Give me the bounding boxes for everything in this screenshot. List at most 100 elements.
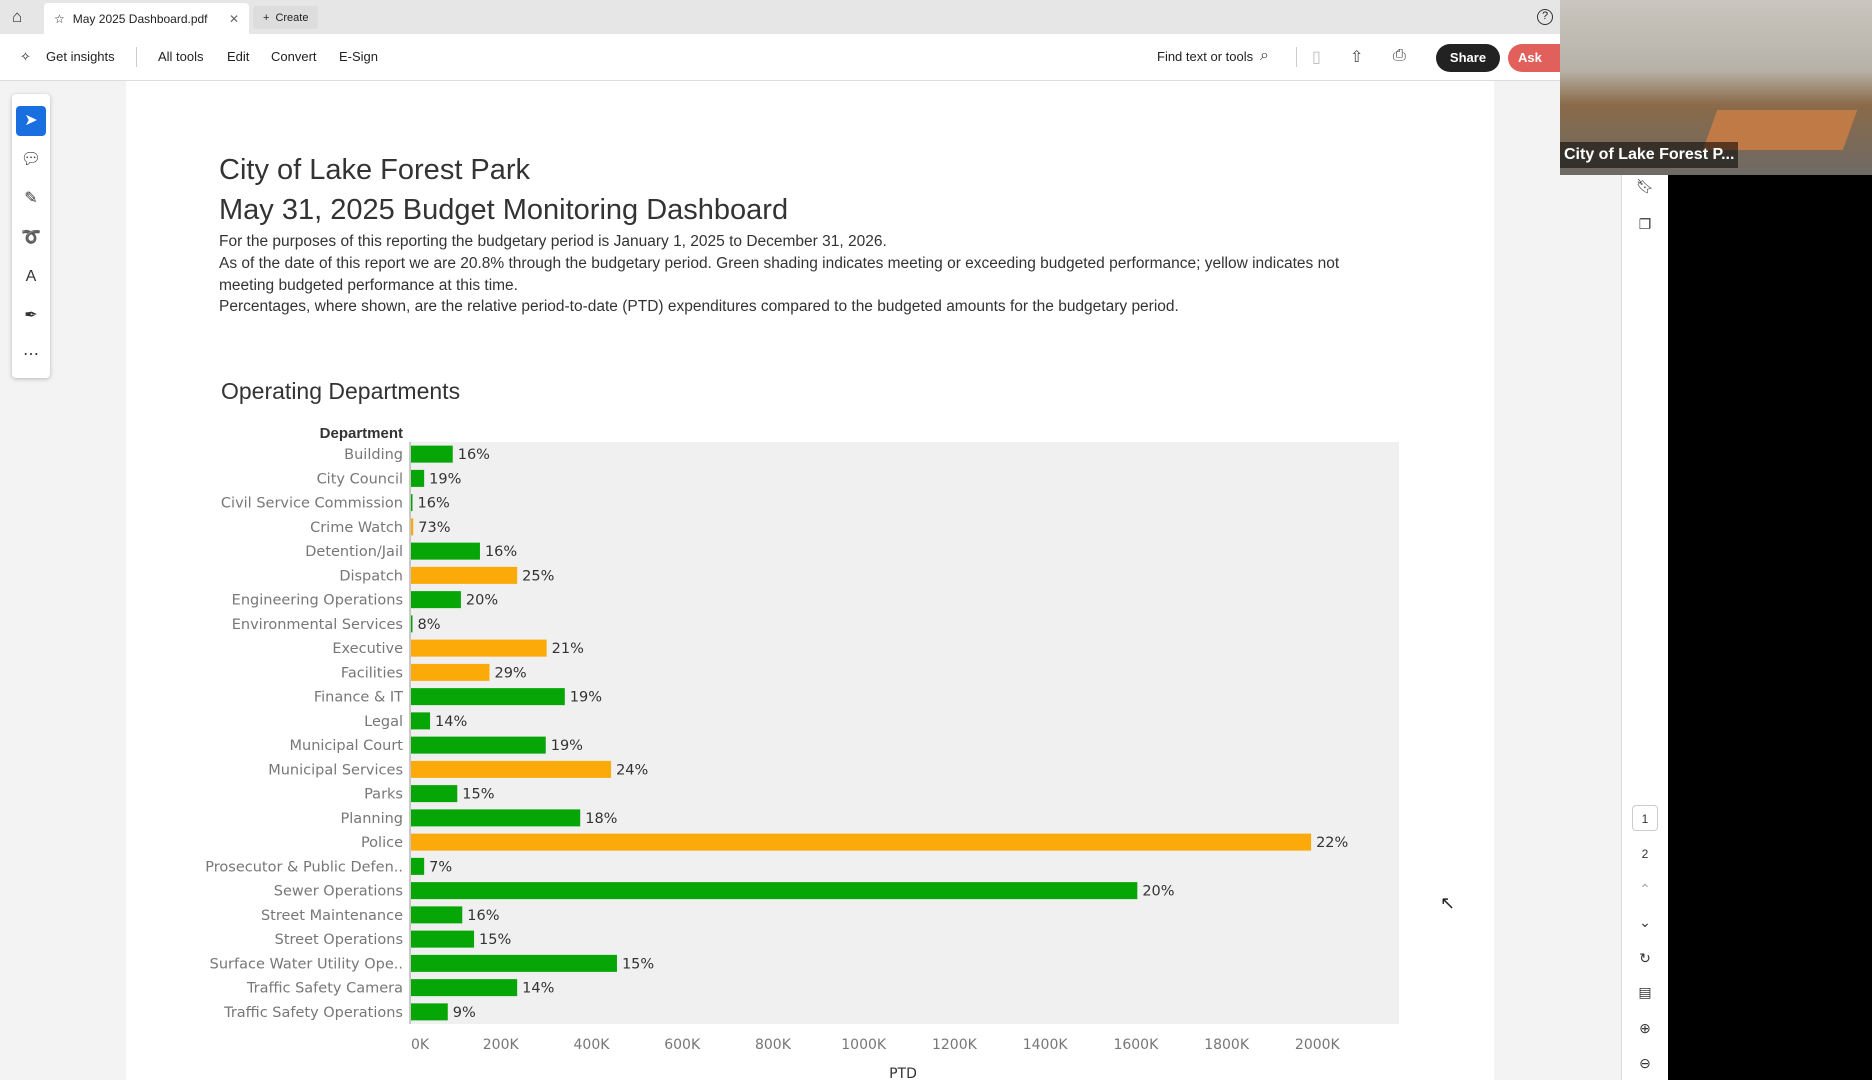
bar (411, 518, 414, 536)
page-1-button[interactable]: 1 (1632, 805, 1658, 831)
category-label: Civil Service Commission (221, 496, 403, 512)
data-label: 73% (418, 520, 450, 536)
all-tools-button[interactable]: All tools (158, 49, 204, 64)
find-input[interactable]: Find text or tools (1157, 49, 1254, 64)
x-tick-label: 600K (664, 1037, 701, 1053)
bar (411, 833, 1312, 851)
data-label: 19% (429, 471, 461, 487)
category-label: Municipal Court (290, 738, 404, 754)
sign-tool-icon[interactable]: ✒ (24, 307, 38, 324)
pages-icon[interactable]: ❐ (1638, 216, 1652, 232)
print-icon[interactable]: ⎙ (1393, 47, 1406, 64)
bar (411, 615, 413, 633)
category-label: Planning (341, 811, 403, 827)
more-tools-icon[interactable]: ⋯ (23, 346, 39, 363)
data-label: 25% (522, 568, 554, 584)
home-icon[interactable]: ⌂ (12, 7, 23, 26)
zoom-out-icon[interactable]: ⊖ (1639, 1055, 1651, 1071)
search-icon[interactable]: ⌕ (1260, 47, 1269, 64)
x-tick-label: 1600K (1113, 1037, 1159, 1053)
x-tick-label: 800K (755, 1037, 792, 1053)
bar (411, 785, 458, 803)
x-tick-label: 0K (411, 1037, 430, 1053)
save-icon[interactable]: ▯ (1312, 49, 1321, 66)
data-label: 20% (466, 593, 498, 609)
zoom-in-icon[interactable]: ⊕ (1639, 1020, 1651, 1036)
rotate-icon[interactable]: ↻ (1639, 950, 1651, 966)
get-insights-button[interactable]: Get insights (46, 49, 115, 64)
data-label: 16% (485, 544, 517, 560)
black-area (1668, 175, 1872, 1080)
text-tool-icon[interactable]: A (25, 268, 37, 285)
insights-icon: ✧ (20, 49, 31, 64)
doc-paragraph: For the purposes of this reporting the b… (219, 233, 887, 250)
bar (411, 857, 425, 875)
chevron-up-icon[interactable]: ⌃ (1639, 881, 1651, 897)
data-label: 7% (429, 859, 452, 875)
help-icon[interactable]: ? (1537, 9, 1553, 25)
data-label: 16% (418, 496, 450, 512)
x-axis-title: PTD (889, 1066, 917, 1080)
edit-button[interactable]: Edit (227, 49, 250, 64)
divider (136, 47, 137, 67)
category-label: Surface Water Utility Ope.. (210, 956, 403, 972)
comment-tool-icon[interactable]: 💬︎ (20, 151, 42, 168)
bar (411, 469, 425, 487)
category-label: Finance & IT (314, 690, 403, 706)
category-label: Building (344, 447, 403, 463)
x-tick-label: 1200K (932, 1037, 978, 1053)
plus-icon: + (263, 11, 270, 24)
highlight-tool-icon[interactable]: ✎ (24, 190, 38, 207)
bar (411, 639, 547, 657)
video-feed: City of Lake Forest P... (1560, 0, 1872, 175)
category-label: Crime Watch (310, 520, 403, 536)
divider (1296, 47, 1297, 67)
video-caption: City of Lake Forest P... (1560, 142, 1739, 168)
category-label: Street Maintenance (261, 908, 403, 924)
plot-area (410, 442, 1399, 1024)
tab-title: May 2025 Dashboard.pdf (72, 11, 208, 26)
page-2-button[interactable]: 2 (1641, 847, 1649, 861)
share-button[interactable]: Share (1436, 44, 1500, 72)
convert-button[interactable]: Convert (271, 49, 317, 64)
data-label: 20% (1142, 884, 1174, 900)
close-tab-icon[interactable]: ✕ (228, 11, 239, 26)
bookmark-icon[interactable]: 🔖︎ (1636, 178, 1654, 194)
bar (411, 930, 475, 948)
draw-tool-icon[interactable]: ➰ (21, 229, 41, 246)
category-label: City Council (317, 471, 403, 487)
data-label: 15% (622, 956, 654, 972)
category-label: Executive (332, 641, 403, 657)
create-button[interactable]: + Create (253, 6, 319, 29)
category-label: Prosecutor & Public Defen.. (205, 859, 403, 875)
category-label: Engineering Operations (232, 593, 403, 609)
bar (411, 712, 431, 730)
category-label: Legal (364, 714, 403, 730)
select-tool-icon[interactable]: ➤ (16, 106, 46, 136)
bar (411, 809, 581, 827)
data-label: 14% (435, 714, 467, 730)
bar (411, 688, 565, 706)
category-label: Environmental Services (232, 617, 403, 633)
cursor-icon: ↖ (1440, 893, 1456, 913)
data-label: 9% (453, 1005, 476, 1021)
doc-subtitle: May 31, 2025 Budget Monitoring Dashboard (219, 194, 789, 226)
star-icon[interactable]: ☆ (54, 11, 65, 26)
bar (411, 591, 461, 609)
data-label: 16% (467, 908, 499, 924)
section-heading: Operating Departments (221, 378, 461, 404)
ask-ai-button[interactable]: Ask (1508, 44, 1560, 72)
category-label: Police (361, 835, 403, 851)
page-info-icon[interactable]: ▤ (1638, 984, 1652, 1000)
tab-document[interactable]: ☆ May 2025 Dashboard.pdf ✕ (44, 3, 249, 34)
x-tick-label: 200K (483, 1037, 520, 1053)
chevron-down-icon[interactable]: ⌄ (1639, 914, 1651, 930)
cloud-upload-icon[interactable]: ⇧ (1350, 49, 1364, 66)
x-tick-label: 400K (574, 1037, 611, 1053)
category-label: Dispatch (339, 568, 403, 584)
data-label: 29% (494, 665, 526, 681)
esign-button[interactable]: E-Sign (339, 49, 379, 64)
bar (411, 736, 546, 754)
category-label: Sewer Operations (274, 884, 403, 900)
